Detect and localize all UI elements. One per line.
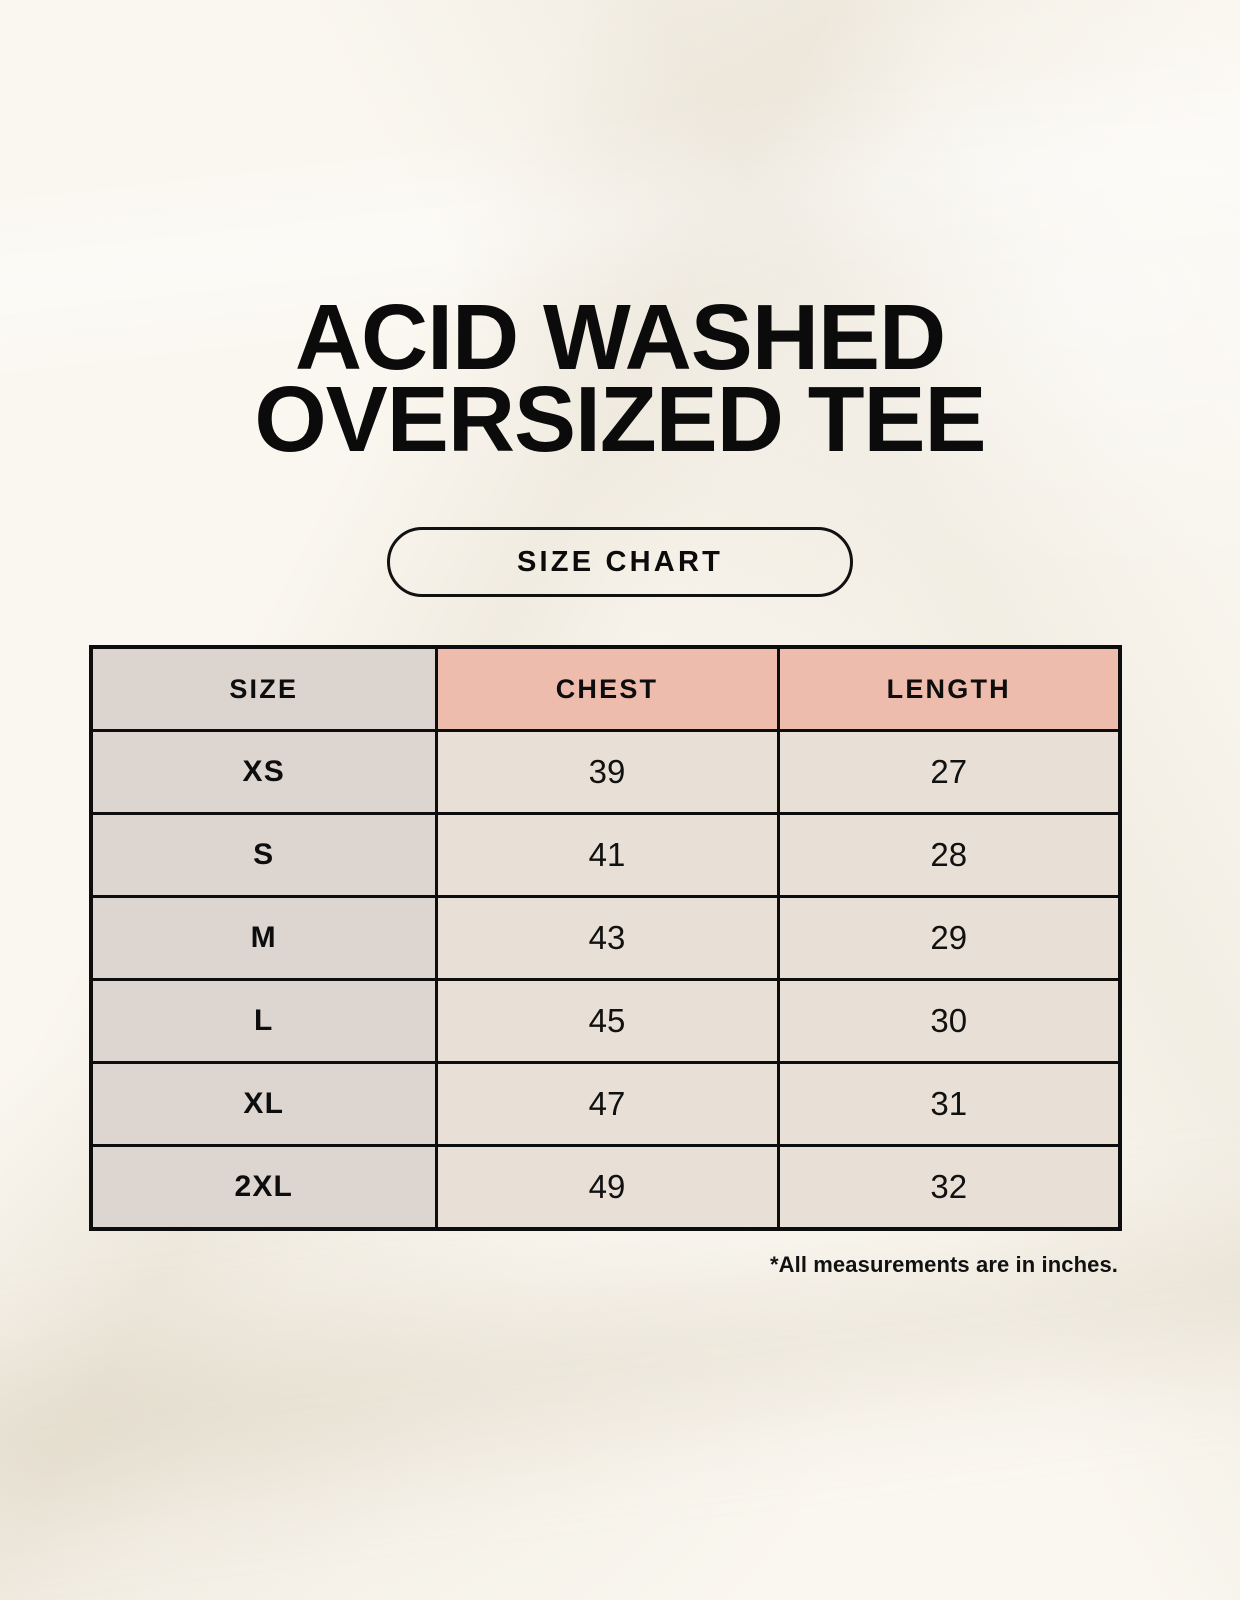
cell-chest: 43 — [434, 895, 780, 981]
cell-chest: 39 — [434, 729, 780, 815]
cell-length: 29 — [776, 895, 1122, 981]
table-row: S 41 28 — [89, 812, 1122, 898]
table-header: SIZE CHEST LENGTH — [89, 645, 1122, 732]
cell-chest: 41 — [434, 812, 780, 898]
size-chart-badge-container: SIZE CHART — [0, 527, 1240, 597]
size-chart-table-container: SIZE CHEST LENGTH XS 39 27 S 41 28 M — [89, 645, 1122, 1231]
cell-chest: 49 — [434, 1144, 780, 1231]
table-row: M 43 29 — [89, 895, 1122, 981]
table-body: XS 39 27 S 41 28 M 43 29 L 45 30 — [89, 729, 1122, 1231]
cell-size: L — [89, 978, 438, 1064]
page-title-line-2: OVERSIZED TEE — [254, 367, 986, 471]
table-row: XS 39 27 — [89, 729, 1122, 815]
column-header-size: SIZE — [89, 645, 438, 732]
page-title-line-1: ACID WASHED — [294, 285, 946, 389]
cell-size: 2XL — [89, 1144, 438, 1231]
cell-chest: 47 — [434, 1061, 780, 1147]
page-title: ACID WASHED OVERSIZED TEE — [0, 285, 1240, 471]
cell-size: XS — [89, 729, 438, 815]
cell-length: 28 — [776, 812, 1122, 898]
cell-length: 32 — [776, 1144, 1122, 1231]
cell-length: 30 — [776, 978, 1122, 1064]
table-row: XL 47 31 — [89, 1061, 1122, 1147]
size-chart-badge: SIZE CHART — [387, 527, 853, 597]
cell-size: XL — [89, 1061, 438, 1147]
table-header-row: SIZE CHEST LENGTH — [89, 645, 1122, 732]
cell-size: S — [89, 812, 438, 898]
cell-chest: 45 — [434, 978, 780, 1064]
column-header-length: LENGTH — [776, 645, 1122, 732]
size-chart-table: SIZE CHEST LENGTH XS 39 27 S 41 28 M — [89, 645, 1122, 1231]
table-row: 2XL 49 32 — [89, 1144, 1122, 1231]
cell-length: 27 — [776, 729, 1122, 815]
cell-length: 31 — [776, 1061, 1122, 1147]
cell-size: M — [89, 895, 438, 981]
table-row: L 45 30 — [89, 978, 1122, 1064]
measurements-footnote: *All measurements are in inches. — [769, 1252, 1118, 1277]
column-header-chest: CHEST — [434, 645, 780, 732]
